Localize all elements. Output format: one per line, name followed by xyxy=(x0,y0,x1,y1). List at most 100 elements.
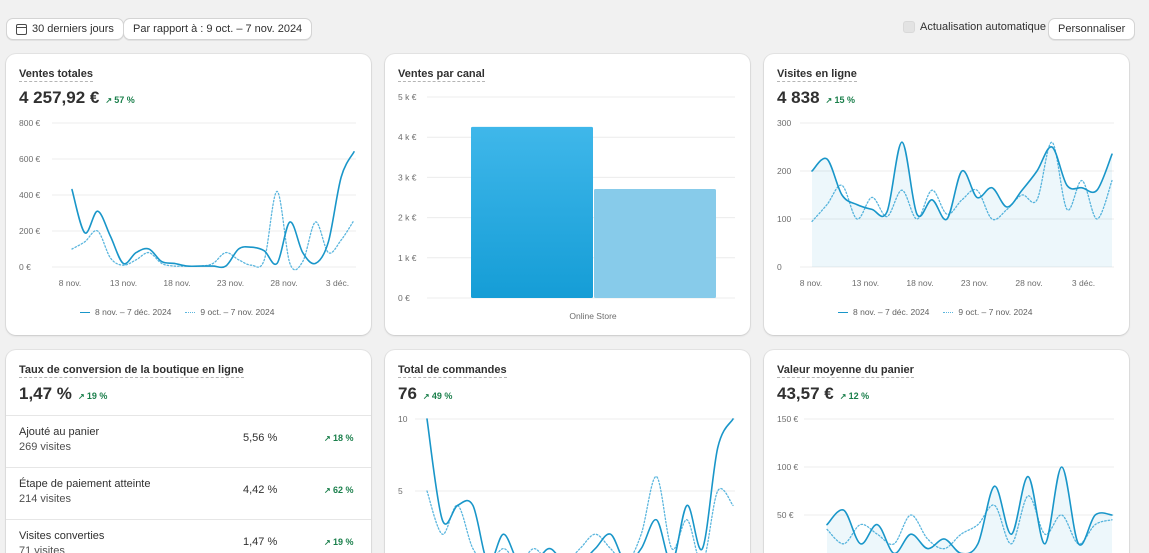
row-visits: 269 visites xyxy=(19,441,71,453)
toolbar: 30 derniers jours Par rapport à : 9 oct.… xyxy=(0,0,1149,56)
y-tick-label: 4 k € xyxy=(398,132,417,142)
sales-card: Ventes totales 4 257,92 € 57 % 800 € 600 … xyxy=(6,54,371,335)
card-title[interactable]: Visites en ligne xyxy=(777,68,857,82)
metric-value: 1,47 % xyxy=(19,384,72,403)
series-line-compare xyxy=(826,495,1113,550)
card-title[interactable]: Total de commandes xyxy=(398,364,507,378)
legend: 8 nov. – 7 déc. 2024 9 oct. – 7 nov. 202… xyxy=(838,307,1032,317)
metric-value: 76 xyxy=(398,384,417,403)
y-tick-label: 0 xyxy=(777,262,782,272)
legend-compare-swatch xyxy=(943,311,954,313)
y-tick-label: 100 € xyxy=(777,462,799,472)
card-title[interactable]: Valeur moyenne du panier xyxy=(777,364,914,378)
row-rate: 4,42 % xyxy=(243,484,278,496)
compare-range-label: Par rapport à : 9 oct. – 7 nov. 2024 xyxy=(133,23,303,35)
y-tick-label: 0 € xyxy=(398,293,410,303)
metric-change: 15 % xyxy=(826,95,855,105)
series-line-compare xyxy=(811,141,1113,223)
date-range-button[interactable]: 30 derniers jours xyxy=(6,18,124,40)
y-tick-label: 2 k € xyxy=(398,213,417,223)
row-label: Visites converties xyxy=(19,530,105,542)
channel-sales-card: Ventes par canal 5 k € 4 k € 3 k € 2 k € 1 k… xyxy=(385,54,750,335)
bar-compare[interactable] xyxy=(594,189,716,298)
conversion-row-cart: Ajouté au panier 269 visites 5,56 % 18 % xyxy=(6,415,371,467)
y-tick-label: 200 xyxy=(777,166,791,176)
x-tick-label: 23 nov. xyxy=(217,278,244,288)
conversion-row-checkout: Étape de paiement atteinte 214 visites 4… xyxy=(6,467,371,519)
row-label: Ajouté au panier xyxy=(19,426,100,438)
conversion-card: Taux de conversion de la boutique en lig… xyxy=(6,350,371,553)
x-tick-label: 18 nov. xyxy=(906,278,933,288)
date-range-label: 30 derniers jours xyxy=(32,23,114,35)
auto-refresh-checkbox[interactable] xyxy=(903,21,915,33)
aov-line-chart: 150 € 100 € 50 € xyxy=(777,414,1114,553)
customize-button[interactable]: Personnaliser xyxy=(1048,18,1136,40)
metric-change: 19 % xyxy=(78,391,108,401)
legend: 8 nov. – 7 déc. 2024 9 oct. – 7 nov. 202… xyxy=(80,307,274,317)
series-area xyxy=(812,142,1112,267)
row-rate: 1,47 % xyxy=(243,536,278,548)
card-title[interactable]: Ventes totales xyxy=(19,68,93,82)
y-tick-label: 5 xyxy=(398,486,403,496)
y-tick-label: 800 € xyxy=(19,118,41,128)
metric: 43,57 € 12 % xyxy=(777,384,869,404)
orders-line-chart: 10 5 xyxy=(398,414,735,553)
auto-refresh-toggle[interactable]: Actualisation automatique xyxy=(903,21,1046,33)
series-line-compare xyxy=(426,475,734,553)
x-tick-label: 13 nov. xyxy=(852,278,879,288)
calendar-icon xyxy=(16,23,27,35)
channel-bar-chart: 5 k € 4 k € 3 k € 2 k € 1 k € 0 € Online Store xyxy=(398,92,735,321)
x-tick-label: 18 nov. xyxy=(163,278,190,288)
y-tick-label: 400 € xyxy=(19,190,41,200)
y-tick-label: 300 xyxy=(777,118,791,128)
row-rate: 5,56 % xyxy=(243,432,278,444)
y-tick-label: 3 k € xyxy=(398,172,417,182)
conversion-row-converted: Visites converties 71 visites 1,47 % 19 … xyxy=(6,519,371,553)
y-tick-label: 50 € xyxy=(777,510,794,520)
y-tick-label: 10 xyxy=(398,414,408,424)
card-title[interactable]: Taux de conversion de la boutique en lig… xyxy=(19,364,244,378)
visits-line-chart: 300 200 100 0 8 nov. 13 nov. 18 nov. 23 nov. 28 … xyxy=(777,118,1114,288)
metric: 4 838 15 % xyxy=(777,88,855,108)
legend-current-swatch xyxy=(80,311,90,313)
metric: 4 257,92 € 57 % xyxy=(19,88,135,108)
bar-current[interactable] xyxy=(471,126,593,298)
metric-value: 4 257,92 € xyxy=(19,88,100,107)
x-tick-label: 8 nov. xyxy=(59,278,82,288)
auto-refresh-label: Actualisation automatique xyxy=(920,21,1046,33)
row-visits: 71 visites xyxy=(19,545,65,553)
x-category-label: Online Store xyxy=(569,311,617,321)
legend-compare-label: 9 oct. – 7 nov. 2024 xyxy=(958,307,1033,317)
row-change: 18 % xyxy=(324,433,354,443)
x-tick-label: 8 nov. xyxy=(800,278,823,288)
series-line-current xyxy=(71,151,355,269)
compare-range-button[interactable]: Par rapport à : 9 oct. – 7 nov. 2024 xyxy=(123,18,313,40)
row-visits: 214 visites xyxy=(19,493,71,505)
x-tick-label: 23 nov. xyxy=(961,278,988,288)
series-line-current xyxy=(811,141,1113,221)
y-tick-label: 0 € xyxy=(19,262,31,272)
series-line-compare xyxy=(71,190,355,271)
x-tick-label: 13 nov. xyxy=(110,278,137,288)
metric-change: 57 % xyxy=(105,95,135,105)
legend-current-swatch xyxy=(838,311,848,313)
metric-value: 4 838 xyxy=(777,88,820,107)
legend-compare-swatch xyxy=(185,311,196,313)
row-label: Étape de paiement atteinte xyxy=(19,478,151,490)
series-line-current xyxy=(426,418,734,553)
y-tick-label: 150 € xyxy=(777,414,799,424)
card-title[interactable]: Ventes par canal xyxy=(398,68,485,82)
x-tick-label: 28 nov. xyxy=(1015,278,1042,288)
y-tick-label: 1 k € xyxy=(398,253,417,263)
metric-change: 49 % xyxy=(423,391,453,401)
visits-card: Visites en ligne 4 838 15 % 300 200 100 0 8 … xyxy=(764,54,1129,335)
metric-value: 43,57 € xyxy=(777,384,834,403)
y-tick-label: 200 € xyxy=(19,226,41,236)
series-line-current xyxy=(826,466,1113,553)
metric: 76 49 % xyxy=(398,384,452,404)
row-change: 62 % xyxy=(324,485,354,495)
y-tick-label: 600 € xyxy=(19,154,41,164)
legend-current-label: 8 nov. – 7 déc. 2024 xyxy=(853,307,930,317)
aov-card: Valeur moyenne du panier 43,57 € 12 % 15… xyxy=(764,350,1129,553)
legend-current-label: 8 nov. – 7 déc. 2024 xyxy=(95,307,172,317)
